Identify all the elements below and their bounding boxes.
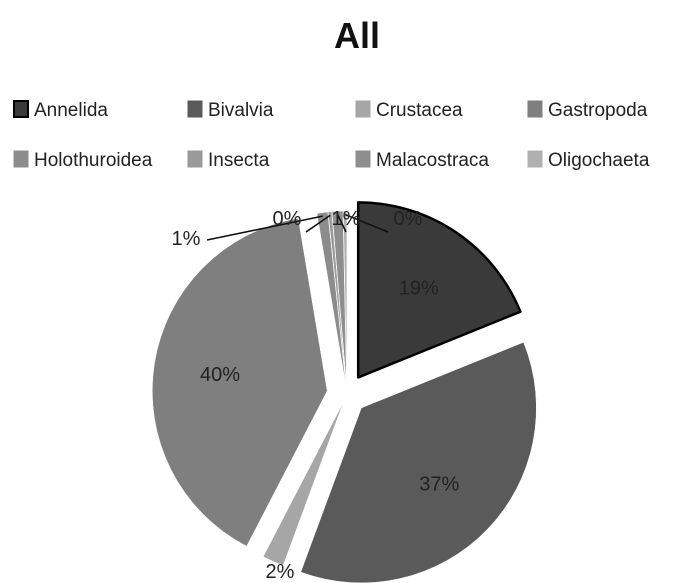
legend-label-malacostraca: Malacostraca [376, 150, 489, 171]
leader-line-insecta [305, 214, 331, 233]
legend-label-oligochaeta: Oligochaeta [548, 150, 650, 171]
legend-swatch-holothuroidea [13, 150, 29, 168]
data-label-oligochaeta: 0% [394, 208, 423, 230]
pie-slice-holothuroidea [316, 211, 347, 387]
leader-lines [206, 213, 389, 241]
leader-line-holothuroidea [206, 215, 323, 241]
data-label-annelida: 19% [399, 277, 439, 299]
data-labels: 19% 37% 2% 40% 1% 0% 1% 0% [172, 208, 460, 583]
legend-swatch-oligochaeta [527, 150, 543, 168]
pie-slice-insecta [327, 211, 347, 387]
legend-label-annelida: Annelida [34, 100, 108, 121]
data-label-bivalvia: 37% [419, 473, 459, 495]
legend-swatch-bivalvia [187, 100, 203, 118]
data-label-gastropoda: 40% [200, 364, 240, 386]
pie-slice-gastropoda [152, 218, 328, 547]
legend-label-insecta: Insecta [208, 150, 270, 171]
legend-label-holothuroidea: Holothuroidea [34, 150, 153, 171]
data-label-insecta: 0% [273, 208, 302, 230]
legend-swatch-insecta [187, 150, 203, 168]
legend-swatch-crustacea [355, 100, 371, 118]
legend: Annelida Bivalvia Crustacea Gastropoda Holot… [13, 100, 650, 171]
legend-label-gastropoda: Gastropoda [548, 100, 648, 121]
legend-swatch-malacostraca [355, 150, 371, 168]
legend-swatch-gastropoda [527, 100, 543, 118]
data-label-holothuroidea: 1% [172, 228, 201, 250]
pie-slices [152, 201, 537, 583]
legend-swatch-annelida [13, 100, 29, 118]
pie-slice-annelida [356, 201, 522, 379]
pie-slice-crustacea [262, 401, 345, 566]
legend-label-bivalvia: Bivalvia [208, 100, 274, 121]
data-label-crustacea: 2% [266, 561, 295, 583]
data-label-malacostraca: 1% [332, 208, 361, 230]
chart-title: All [334, 15, 380, 56]
pie-slice-malacostraca [331, 210, 347, 387]
pie-slice-bivalvia [300, 341, 537, 583]
leader-line-malacostraca [336, 214, 347, 233]
leader-line-oligochaeta [344, 213, 389, 233]
legend-label-crustacea: Crustacea [376, 100, 463, 121]
pie-slice-oligochaeta [343, 210, 348, 387]
